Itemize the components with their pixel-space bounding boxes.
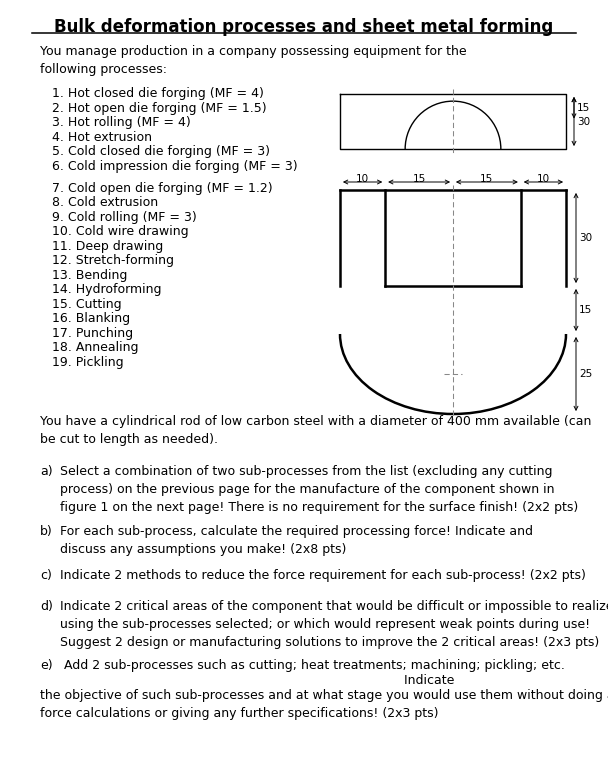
Text: 16. Blanking: 16. Blanking xyxy=(52,312,130,325)
Text: 15. Cutting: 15. Cutting xyxy=(52,298,122,311)
Text: Add 2 sub-processes such as cutting; heat treatments; machining; pickling; etc.: Add 2 sub-processes such as cutting; hea… xyxy=(40,659,565,672)
Text: 11. Deep drawing: 11. Deep drawing xyxy=(52,240,164,253)
Text: 9. Cold rolling (MF = 3): 9. Cold rolling (MF = 3) xyxy=(52,211,197,224)
Text: You manage production in a company possessing equipment for the
following proces: You manage production in a company posse… xyxy=(40,45,466,76)
Text: Bulk deformation processes and sheet metal forming: Bulk deformation processes and sheet met… xyxy=(54,18,554,36)
Text: You have a cylindrical rod of low carbon steel with a diameter of 400 mm availab: You have a cylindrical rod of low carbon… xyxy=(40,415,592,446)
Text: 15: 15 xyxy=(579,305,592,315)
Text: b): b) xyxy=(40,525,53,538)
Text: 25: 25 xyxy=(579,369,592,379)
Text: 15: 15 xyxy=(412,174,426,184)
Text: a): a) xyxy=(40,465,53,478)
Text: For each sub-process, calculate the required processing force! Indicate and
disc: For each sub-process, calculate the requ… xyxy=(60,525,533,555)
Text: 13. Bending: 13. Bending xyxy=(52,269,127,282)
Text: e): e) xyxy=(40,659,53,672)
Text: 7. Cold open die forging (MF = 1.2): 7. Cold open die forging (MF = 1.2) xyxy=(52,182,272,195)
Text: 15: 15 xyxy=(577,103,590,112)
Text: 5. Cold closed die forging (MF = 3): 5. Cold closed die forging (MF = 3) xyxy=(52,145,270,158)
Text: c): c) xyxy=(40,569,52,582)
Text: 1. Hot closed die forging (MF = 4): 1. Hot closed die forging (MF = 4) xyxy=(52,87,264,100)
Text: 30: 30 xyxy=(577,116,590,126)
Text: 19. Pickling: 19. Pickling xyxy=(52,356,123,369)
Text: 4. Hot extrusion: 4. Hot extrusion xyxy=(52,131,152,144)
Text: Indicate: Indicate xyxy=(40,674,454,687)
Text: Select a combination of two sub-processes from the list (excluding any cutting
p: Select a combination of two sub-processe… xyxy=(60,465,578,514)
Text: 14. Hydroforming: 14. Hydroforming xyxy=(52,284,162,297)
Text: 8. Cold extrusion: 8. Cold extrusion xyxy=(52,197,158,210)
Text: 10: 10 xyxy=(356,174,369,184)
Text: 6. Cold impression die forging (MF = 3): 6. Cold impression die forging (MF = 3) xyxy=(52,159,298,172)
Text: Indicate 2 methods to reduce the force requirement for each sub-process! (2x2 pt: Indicate 2 methods to reduce the force r… xyxy=(60,569,586,582)
Text: 17. Punching: 17. Punching xyxy=(52,327,133,340)
Text: d): d) xyxy=(40,600,53,613)
Text: the objective of such sub-processes and at what stage you would use them without: the objective of such sub-processes and … xyxy=(40,688,608,720)
Text: Indicate 2 critical areas of the component that would be difficult or impossible: Indicate 2 critical areas of the compone… xyxy=(60,600,608,649)
Text: 12. Stretch-forming: 12. Stretch-forming xyxy=(52,255,174,268)
Text: 10. Cold wire drawing: 10. Cold wire drawing xyxy=(52,226,188,239)
Text: 15: 15 xyxy=(480,174,494,184)
Text: 3. Hot rolling (MF = 4): 3. Hot rolling (MF = 4) xyxy=(52,116,191,129)
Text: 18. Annealing: 18. Annealing xyxy=(52,341,139,354)
Text: 10: 10 xyxy=(537,174,550,184)
Text: 2. Hot open die forging (MF = 1.5): 2. Hot open die forging (MF = 1.5) xyxy=(52,102,267,115)
Text: 30: 30 xyxy=(579,233,592,243)
